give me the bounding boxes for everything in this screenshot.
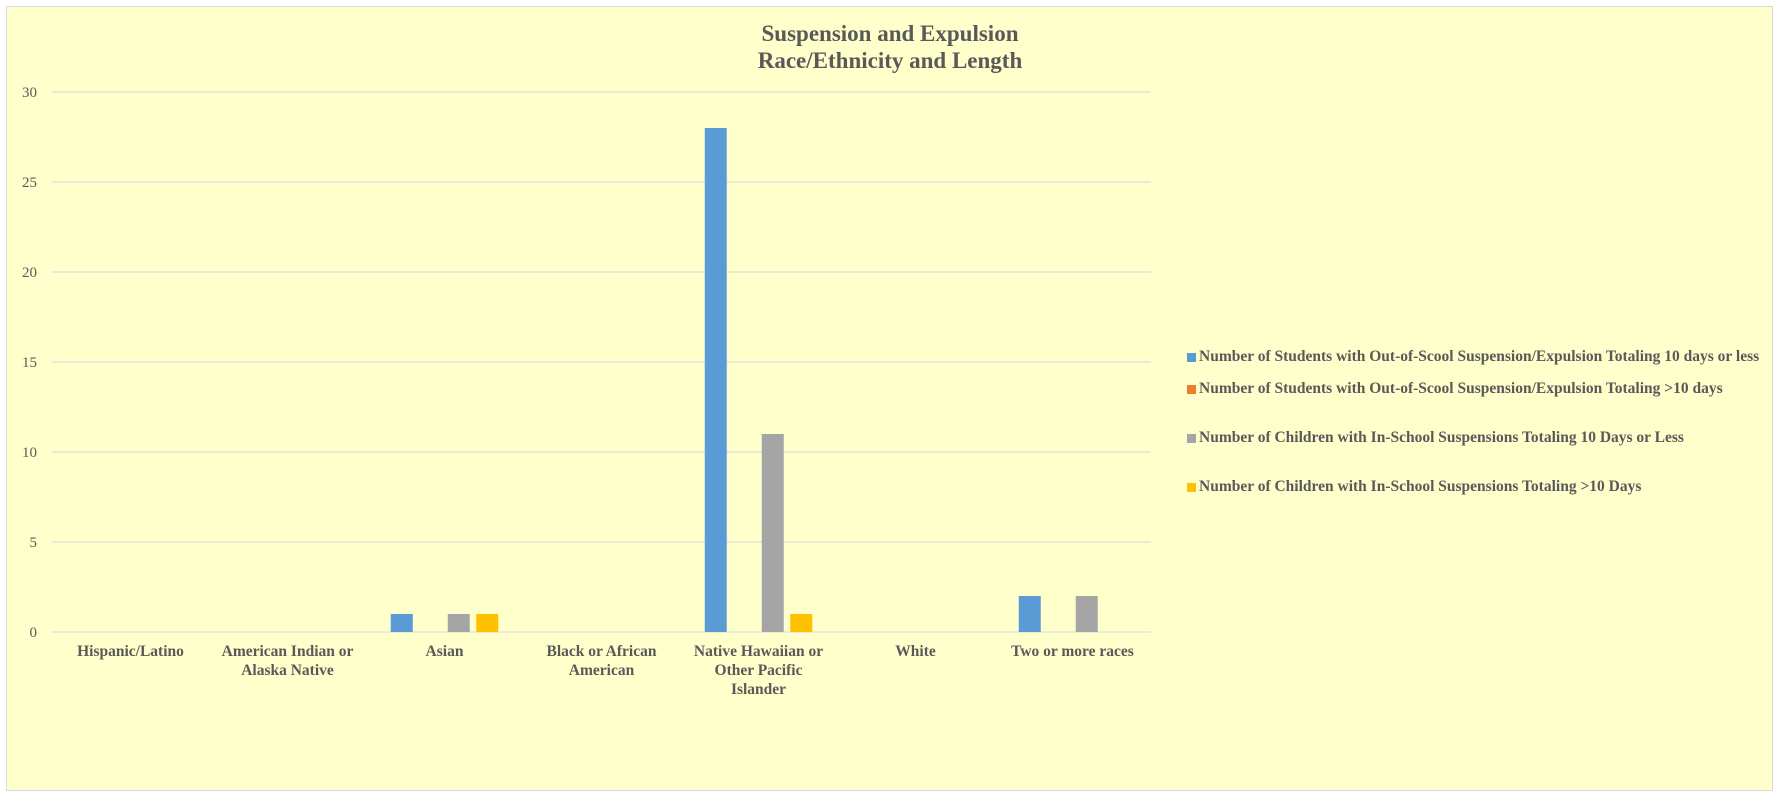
legend-swatch <box>1187 353 1196 362</box>
x-tick-label-line: Native Hawaiian or <box>694 643 823 660</box>
x-tick-label-line: Black or African <box>547 643 657 660</box>
bar <box>704 128 727 632</box>
x-tick-label-line: Islander <box>731 681 786 698</box>
bar <box>1075 596 1098 632</box>
legend-swatch <box>1187 385 1196 394</box>
legend-label: Number of Students with Out-of-Scool Sus… <box>1199 348 1760 365</box>
legend-label: Number of Children with In-School Suspen… <box>1199 429 1684 446</box>
x-tick-label: Black or African American <box>547 643 657 679</box>
bar <box>1018 596 1041 632</box>
legend-label: Number of Students with Out-of-Scool Sus… <box>1199 380 1723 397</box>
x-tick-label-line: Other Pacific <box>715 662 803 679</box>
x-tick-label: Two or more races <box>1011 643 1134 660</box>
x-tick-label: Native Hawaiian or Other Pacific Islander <box>694 643 823 698</box>
bar <box>790 614 813 632</box>
bar <box>390 614 413 632</box>
y-tick-label: 10 <box>22 445 37 461</box>
x-tick-label: White <box>895 643 936 660</box>
y-tick-label: 30 <box>22 85 37 101</box>
x-tick-label: Asian <box>426 643 464 660</box>
bar <box>761 434 784 632</box>
bar <box>447 614 470 632</box>
x-tick-label-line: Hispanic/Latino <box>77 643 184 660</box>
legend-label: Number of Children with In-School Suspen… <box>1199 478 1642 495</box>
legend-item-in-school-over-10: Number of Children with In-School Suspen… <box>1187 477 1767 497</box>
legend-swatch <box>1187 483 1196 492</box>
chart-title-line: Race/Ethnicity and Length <box>758 48 1023 73</box>
x-tick-label-line: White <box>895 643 936 660</box>
x-tick-label-line: Alaska Native <box>241 662 334 679</box>
y-tick-label: 5 <box>30 535 38 551</box>
x-tick-label: American Indian or Alaska Native <box>222 643 354 679</box>
x-tick-label-line: Two or more races <box>1011 643 1134 660</box>
legend-item-out-of-school-over-10: Number of Students with Out-of-Scool Sus… <box>1187 379 1767 399</box>
y-tick-label: 20 <box>22 265 37 281</box>
x-tick-label-line: Asian <box>426 643 464 660</box>
x-tick-label-line: American Indian or <box>222 643 354 660</box>
y-tick-label: 0 <box>30 625 38 641</box>
legend-swatch <box>1187 434 1196 443</box>
bar <box>476 614 499 632</box>
legend-item-out-of-school-10-or-less: Number of Students with Out-of-Scool Sus… <box>1187 347 1767 367</box>
y-tick-label: 15 <box>22 355 37 371</box>
legend-item-in-school-10-or-less: Number of Children with In-School Suspen… <box>1187 428 1767 448</box>
x-tick-label-line: American <box>569 662 635 679</box>
chart-title-line: Suspension and Expulsion <box>762 21 1019 46</box>
x-tick-label: Hispanic/Latino <box>77 643 184 660</box>
legend: Number of Students with Out-of-Scool Sus… <box>1187 347 1767 526</box>
chart-area: Suspension and Expulsion Race/Ethnicity a… <box>6 6 1773 791</box>
y-tick-label: 25 <box>22 175 37 191</box>
